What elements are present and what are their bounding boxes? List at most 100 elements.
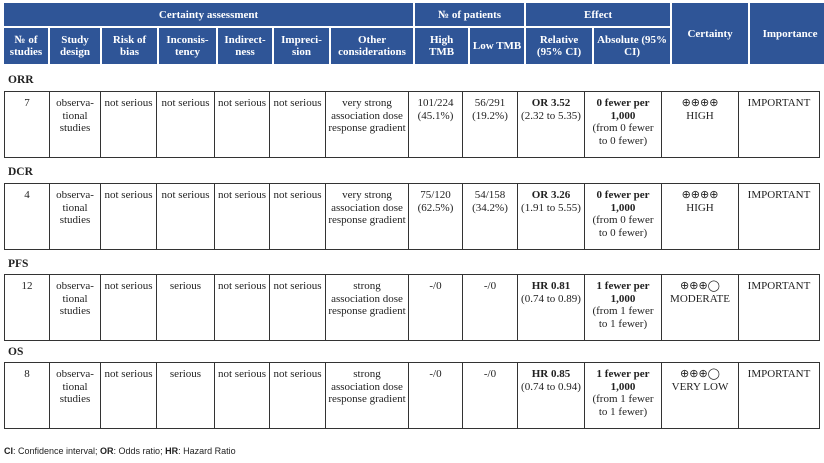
absolute-estimate: 1 fewer per 1,000 bbox=[596, 368, 650, 393]
cell-imprecision: not serious bbox=[269, 362, 326, 429]
cell-indirectness: not serious bbox=[214, 274, 270, 341]
footnote: CI: Confidence interval; OR: Odds ratio;… bbox=[4, 446, 236, 456]
footnote-text: : Odds ratio; bbox=[113, 446, 166, 456]
absolute-ci: (from 0 fewer to 0 fewer) bbox=[592, 214, 654, 239]
cell-imprecision: not serious bbox=[269, 183, 326, 250]
cell-other: very strong association dose response gr… bbox=[325, 91, 409, 158]
table-row-dcr: 4 observa-tional studies not serious not se… bbox=[4, 183, 820, 250]
cell-indirectness: not serious bbox=[214, 183, 270, 250]
cell-relative: OR 3.26 (1.91 to 5.55) bbox=[517, 183, 585, 250]
header-importance: Importance bbox=[750, 3, 824, 64]
certainty-level: VERY LOW bbox=[671, 380, 729, 393]
col-high-tmb: High TMB bbox=[415, 28, 469, 64]
col-relative: Relative (95% CI) bbox=[526, 28, 593, 64]
relative-ci: (2.32 to 5.35) bbox=[521, 109, 581, 122]
cell-studies: 4 bbox=[4, 183, 50, 250]
certainty-symbols-icon: ⊕⊕⊕◯ bbox=[680, 280, 720, 292]
cell-high: -/0 bbox=[408, 274, 463, 341]
cell-certainty: ⊕⊕⊕⊕ HIGH bbox=[661, 183, 739, 250]
col-risk: Risk of bias bbox=[102, 28, 157, 64]
cell-absolute: 1 fewer per 1,000 (from 1 fewer to 1 fewe… bbox=[584, 274, 662, 341]
cell-low: -/0 bbox=[462, 362, 518, 429]
header-certainty-assessment: Certainty assessment bbox=[4, 3, 414, 26]
section-label: DCR bbox=[8, 166, 33, 178]
col-design: Study design bbox=[50, 28, 100, 64]
certainty-level: HIGH bbox=[686, 109, 714, 122]
cell-studies: 8 bbox=[4, 362, 50, 429]
cell-certainty: ⊕⊕⊕⊕ HIGH bbox=[661, 91, 739, 158]
cell-design: observa-tional studies bbox=[49, 91, 101, 158]
cell-studies: 7 bbox=[4, 91, 50, 158]
certainty-symbols-icon: ⊕⊕⊕◯ bbox=[680, 368, 720, 380]
certainty-symbols-icon: ⊕⊕⊕⊕ bbox=[681, 97, 719, 109]
cell-inconsistency: not serious bbox=[156, 183, 215, 250]
cell-risk: not serious bbox=[100, 91, 157, 158]
cell-high: -/0 bbox=[408, 362, 463, 429]
cell-indirectness: not serious bbox=[214, 91, 270, 158]
table-row: 7 observa-tional studies not serious not se… bbox=[4, 91, 820, 158]
cell-imprecision: not serious bbox=[269, 274, 326, 341]
col-low-tmb: Low TMB bbox=[470, 28, 525, 64]
cell-certainty: ⊕⊕⊕◯ MODERATE bbox=[661, 274, 739, 341]
cell-indirectness: not serious bbox=[214, 362, 270, 429]
table-row-orr: 7 observa-tional studies not serious not se… bbox=[4, 91, 820, 158]
absolute-estimate: 1 fewer per 1,000 bbox=[596, 280, 650, 305]
relative-estimate: OR 3.52 bbox=[531, 97, 571, 109]
header-effect: Effect bbox=[526, 3, 671, 26]
section-label: OS bbox=[8, 346, 24, 358]
cell-importance: IMPORTANT bbox=[738, 183, 820, 250]
footnote-abbr: CI bbox=[4, 446, 13, 456]
cell-low: -/0 bbox=[462, 274, 518, 341]
cell-relative: HR 0.81 (0.74 to 0.89) bbox=[517, 274, 585, 341]
cell-studies: 12 bbox=[4, 274, 50, 341]
cell-inconsistency: not serious bbox=[156, 91, 215, 158]
cell-design: observa-tional studies bbox=[49, 183, 101, 250]
absolute-ci: (from 0 fewer to 0 fewer) bbox=[592, 122, 654, 147]
col-other: Other considerations bbox=[331, 28, 414, 64]
table-row-os: 8 observa-tional studies not serious seriou… bbox=[4, 362, 820, 429]
footnote-text: : Hazard Ratio bbox=[178, 446, 236, 456]
cell-relative: OR 3.52 (2.32 to 5.35) bbox=[517, 91, 585, 158]
table-row: 8 observa-tional studies not serious seriou… bbox=[4, 362, 820, 429]
cell-low: 54/158 (34.2%) bbox=[462, 183, 518, 250]
footnote-abbr: OR bbox=[100, 446, 114, 456]
col-imprecision: Impreci-sion bbox=[274, 28, 329, 64]
relative-estimate: HR 0.85 bbox=[531, 368, 571, 380]
cell-imprecision: not serious bbox=[269, 91, 326, 158]
section-label: PFS bbox=[8, 258, 29, 270]
cell-risk: not serious bbox=[100, 274, 157, 341]
absolute-estimate: 0 fewer per 1,000 bbox=[596, 189, 650, 214]
col-inconsistency: Inconsis-tency bbox=[159, 28, 216, 64]
cell-other: very strong association dose response gr… bbox=[325, 183, 409, 250]
cell-importance: IMPORTANT bbox=[738, 274, 820, 341]
header-patients: № of patients bbox=[415, 3, 525, 26]
cell-risk: not serious bbox=[100, 183, 157, 250]
col-studies: № of studies bbox=[4, 28, 48, 64]
cell-certainty: ⊕⊕⊕◯ VERY LOW bbox=[661, 362, 739, 429]
col-indirectness: Indirect-ness bbox=[218, 28, 272, 64]
cell-importance: IMPORTANT bbox=[738, 362, 820, 429]
cell-low: 56/291 (19.2%) bbox=[462, 91, 518, 158]
cell-absolute: 0 fewer per 1,000 (from 0 fewer to 0 fewe… bbox=[584, 183, 662, 250]
cell-relative: HR 0.85 (0.74 to 0.94) bbox=[517, 362, 585, 429]
cell-other: strong association dose response gradien… bbox=[325, 274, 409, 341]
cell-other: strong association dose response gradien… bbox=[325, 362, 409, 429]
cell-design: observa-tional studies bbox=[49, 362, 101, 429]
table-row: 4 observa-tional studies not serious not se… bbox=[4, 183, 820, 250]
cell-design: observa-tional studies bbox=[49, 274, 101, 341]
section-label: ORR bbox=[8, 74, 34, 86]
certainty-symbols-icon: ⊕⊕⊕⊕ bbox=[681, 189, 719, 201]
cell-high: 101/224 (45.1%) bbox=[408, 91, 463, 158]
cell-risk: not serious bbox=[100, 362, 157, 429]
header-certainty: Certainty bbox=[672, 3, 749, 64]
cell-high: 75/120 (62.5%) bbox=[408, 183, 463, 250]
certainty-level: HIGH bbox=[686, 201, 714, 214]
relative-ci: (0.74 to 0.94) bbox=[521, 380, 581, 393]
absolute-ci: (from 1 fewer to 1 fewer) bbox=[592, 393, 654, 418]
relative-ci: (1.91 to 5.55) bbox=[521, 201, 581, 214]
col-absolute: Absolute (95% CI) bbox=[594, 28, 671, 64]
cell-inconsistency: serious bbox=[156, 362, 215, 429]
cell-inconsistency: serious bbox=[156, 274, 215, 341]
relative-estimate: OR 3.26 bbox=[531, 189, 571, 201]
footnote-abbr: HR bbox=[165, 446, 179, 456]
